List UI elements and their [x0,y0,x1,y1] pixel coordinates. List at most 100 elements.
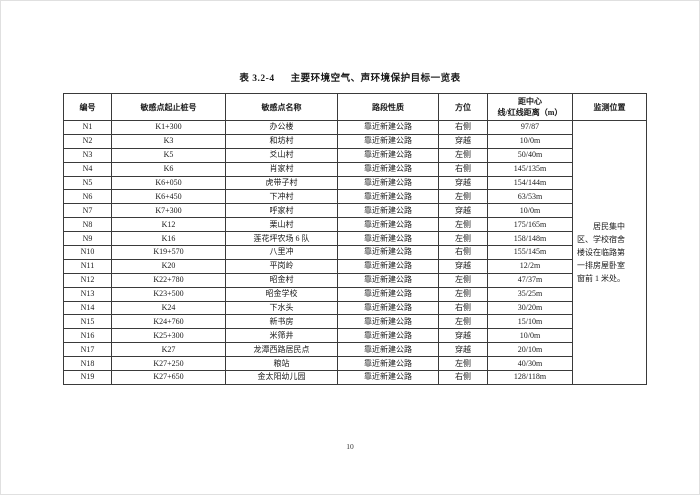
cell-sensitive-point-name: 粮站 [225,356,338,372]
cell-distance: 15/10m [487,314,573,330]
cell-sensitive-point-name: 爻山村 [225,147,338,163]
cell-id: N15 [63,314,112,330]
cell-distance: 47/37m [487,272,573,288]
cell-stake-number: K16 [111,231,226,247]
cell-road-section-nature: 靠近新建公路 [337,370,439,385]
cell-id: N13 [63,286,112,302]
cell-sensitive-point-name: 栗山村 [225,217,338,233]
cell-sensitive-point-name: 呼家村 [225,203,338,219]
cell-orientation: 左侧 [438,189,488,205]
cell-orientation: 左侧 [438,217,488,233]
cell-road-section-nature: 靠近新建公路 [337,286,439,302]
cell-road-section-nature: 靠近新建公路 [337,189,439,205]
cell-orientation: 右侧 [438,161,488,177]
cell-id: N19 [63,370,112,385]
cell-road-section-nature: 靠近新建公路 [337,120,439,135]
header-road-section-nature: 路段性质 [337,93,439,121]
cell-orientation: 左侧 [438,147,488,163]
header-sensitive-point-name: 敏感点名称 [225,93,338,121]
cell-stake-number: K27+250 [111,356,226,372]
header-distance: 距中心 线/红线距离（m） [487,93,573,121]
cell-sensitive-point-name: 办公楼 [225,120,338,135]
cell-stake-number: K6+050 [111,175,226,191]
cell-orientation: 穿越 [438,258,488,274]
cell-id: N3 [63,147,112,163]
cell-stake-number: K25+300 [111,328,226,344]
cell-road-section-nature: 靠近新建公路 [337,245,439,260]
cell-stake-number: K23+500 [111,286,226,302]
table-row: N6 K6+450 下冲村 靠近新建公路 左侧 63/53m [63,189,647,205]
cell-sensitive-point-name: 下冲村 [225,189,338,205]
page-number: 10 [346,442,354,451]
table-row: N13 K23+500 昭金学校 靠近新建公路 左侧 35/25m [63,286,647,302]
cell-road-section-nature: 靠近新建公路 [337,258,439,274]
cell-orientation: 右侧 [438,370,488,385]
cell-id: N17 [63,342,112,358]
cell-distance: 158/148m [487,231,573,247]
monitoring-location-note: 居民集中 区、学校宿舍 楼设在临路第 一排房屋卧室 窗前 1 米处。 [572,120,647,385]
cell-id: N4 [63,161,112,177]
protection-targets-table: 编号 敏感点起止桩号 敏感点名称 路段性质 方位 距中心 线/红线距离（m） 监… [63,93,647,385]
cell-sensitive-point-name: 肖家村 [225,161,338,177]
cell-id: N1 [63,120,112,135]
cell-sensitive-point-name: 下水头 [225,300,338,316]
cell-orientation: 左侧 [438,272,488,288]
cell-orientation: 穿越 [438,203,488,219]
cell-road-section-nature: 靠近新建公路 [337,231,439,247]
table-row: N18 K27+250 粮站 靠近新建公路 左侧 40/30m [63,356,647,372]
cell-road-section-nature: 靠近新建公路 [337,272,439,288]
cell-orientation: 右侧 [438,300,488,316]
table-row: N15 K24+760 新书房 靠近新建公路 左侧 15/10m [63,314,647,330]
cell-distance: 63/53m [487,189,573,205]
cell-sensitive-point-name: 昭金学校 [225,286,338,302]
cell-stake-number: K12 [111,217,226,233]
table-row: N9 K16 莲花坪农场 6 队靠近新建公路 左侧 158/148m [63,231,647,247]
cell-stake-number: K6+450 [111,189,226,205]
cell-sensitive-point-name: 八里冲 [225,245,338,260]
cell-distance: 10/0m [487,133,573,149]
table-row: N17 K27 龙潭西路居民点 靠近新建公路 穿越 20/10m [63,342,647,358]
cell-sensitive-point-name: 莲花坪农场 6 队 [225,231,338,247]
cell-id: N14 [63,300,112,316]
cell-id: N18 [63,356,112,372]
cell-stake-number: K20 [111,258,226,274]
table-row: N3 K5 爻山村 靠近新建公路 左侧 50/40m [63,147,647,163]
cell-distance: 175/165m [487,217,573,233]
table-caption: 表 3.2-4 主要环境空气、声环境保护目标一览表 [1,70,699,84]
cell-sensitive-point-name: 昭金村 [225,272,338,288]
cell-id: N6 [63,189,112,205]
cell-sensitive-point-name: 和坊村 [225,133,338,149]
cell-sensitive-point-name: 龙潭西路居民点 [225,342,338,358]
cell-stake-number: K24+760 [111,314,226,330]
cell-sensitive-point-name: 虎带子村 [225,175,338,191]
cell-road-section-nature: 靠近新建公路 [337,203,439,219]
table-row: N16 K25+300 米筛井 靠近新建公路 穿越 10/0m [63,328,647,344]
cell-orientation: 左侧 [438,231,488,247]
table-row: N2 K3 和坊村 靠近新建公路 穿越 10/0m [63,133,647,149]
cell-id: N8 [63,217,112,233]
table-row: N1 K1+300 办公楼 靠近新建公路 右侧 97/87 居民集中 区、学校宿舍 楼设在临… [63,120,647,385]
table-caption-label: 表 3.2-4 [239,74,275,84]
cell-orientation: 右侧 [438,120,488,135]
cell-road-section-nature: 靠近新建公路 [337,328,439,344]
cell-sensitive-point-name: 米筛井 [225,328,338,344]
table-row: N11 K20 平岗岭 靠近新建公路 穿越 12/2m [63,258,647,274]
cell-road-section-nature: 靠近新建公路 [337,356,439,372]
table-row: N10 K19+570 八里冲 靠近新建公路 右侧 155/145m [63,245,647,260]
cell-orientation: 穿越 [438,175,488,191]
cell-stake-number: K22+780 [111,272,226,288]
cell-distance: 154/144m [487,175,573,191]
cell-distance: 145/135m [487,161,573,177]
table-row: N14 K24 下水头 靠近新建公路 右侧 30/20m [63,300,647,316]
cell-distance: 20/10m [487,342,573,358]
cell-road-section-nature: 靠近新建公路 [337,133,439,149]
cell-orientation: 左侧 [438,286,488,302]
cell-sensitive-point-name: 金太阳幼儿园 [225,370,338,385]
cell-id: N2 [63,133,112,149]
cell-stake-number: K24 [111,300,226,316]
cell-stake-number: K27+650 [111,370,226,385]
header-orientation: 方位 [438,93,488,121]
table-row: N8 K12 栗山村 靠近新建公路 左侧 175/165m [63,217,647,233]
cell-road-section-nature: 靠近新建公路 [337,175,439,191]
